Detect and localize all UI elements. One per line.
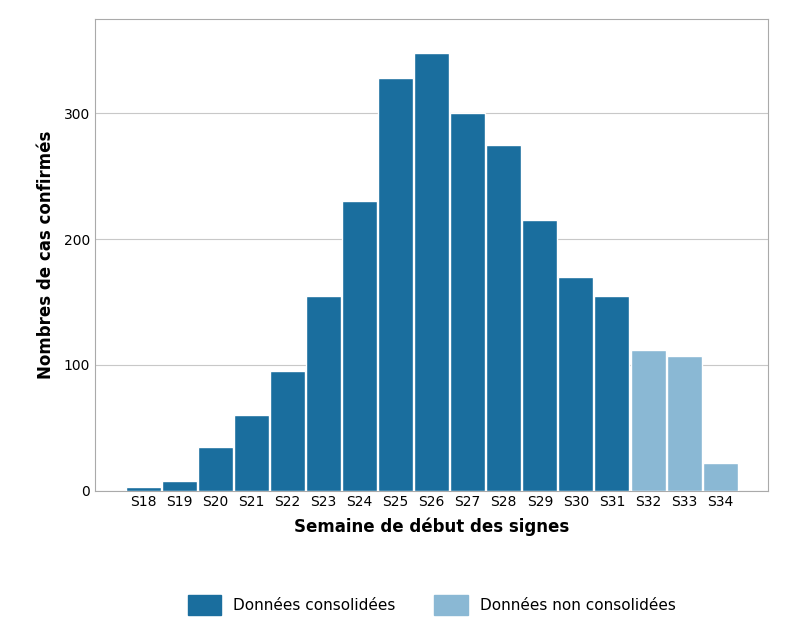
Bar <box>486 145 521 491</box>
Bar <box>630 350 665 491</box>
Bar <box>667 356 702 491</box>
Bar <box>703 463 737 491</box>
Bar <box>198 447 233 491</box>
Bar <box>450 113 485 491</box>
X-axis label: Semaine de début des signes: Semaine de début des signes <box>294 518 569 537</box>
Bar <box>126 487 161 491</box>
Bar <box>162 481 196 491</box>
Bar <box>342 201 377 491</box>
Bar <box>234 415 268 491</box>
Bar <box>595 296 630 491</box>
Bar <box>414 53 449 491</box>
Bar <box>378 78 413 491</box>
Bar <box>306 296 341 491</box>
Y-axis label: Nombres de cas confirmés: Nombres de cas confirmés <box>37 131 55 379</box>
Bar <box>558 277 593 491</box>
Bar <box>523 220 558 491</box>
Bar <box>270 371 305 491</box>
Legend: Données consolidées, Données non consolidées: Données consolidées, Données non consoli… <box>188 596 676 615</box>
